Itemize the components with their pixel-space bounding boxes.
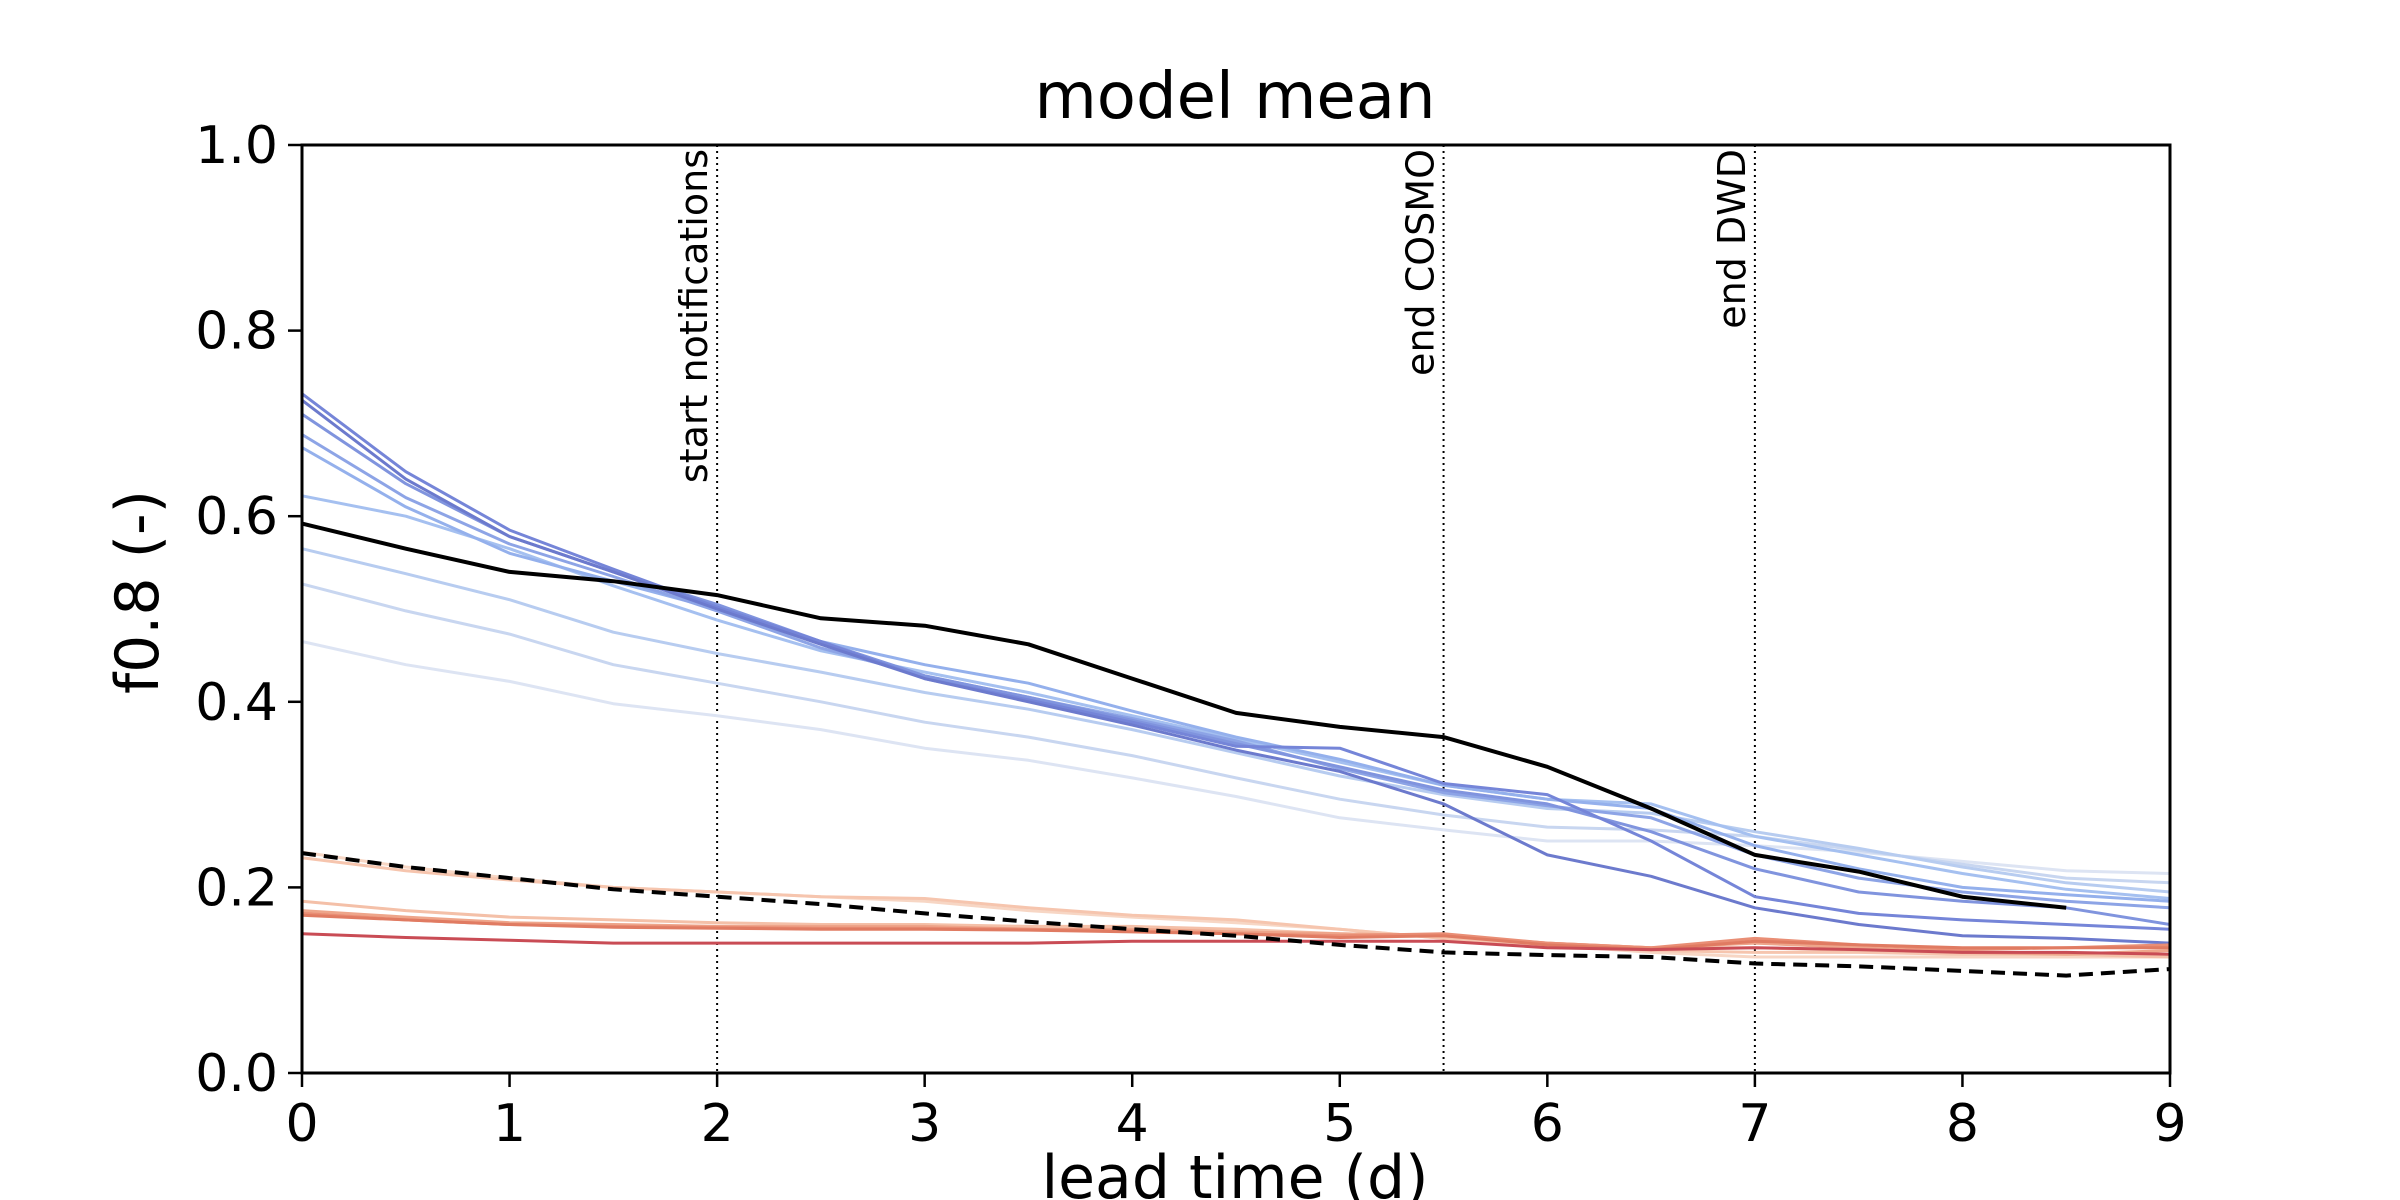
x-tick-label-8: 8: [1946, 1094, 1979, 1154]
series-layer: [301, 392, 2171, 978]
x-tick-label-0: 0: [285, 1094, 318, 1154]
chart-title: model mean: [1034, 60, 1435, 134]
plot-frame: [300, 143, 2172, 1075]
vline-label-2: end DWD: [1710, 149, 1754, 329]
series-line-5: [301, 433, 2171, 910]
series-line-3: [301, 494, 2171, 900]
y-tick-label-3: 0.6: [195, 487, 278, 547]
plot-area: start notifications end COSMO end DWD: [672, 145, 1756, 1073]
series-line-1: [301, 582, 2171, 885]
series-line-2: [301, 547, 2171, 894]
x-axis-label: lead time (d): [1041, 1143, 1428, 1200]
x-tick-label-6: 6: [1531, 1094, 1564, 1154]
series-line-16: [301, 521, 2067, 910]
x-tick-label-7: 7: [1738, 1094, 1771, 1154]
y-axis: 0.0 0.2 0.4 0.6 0.8 1.0: [195, 116, 302, 1104]
y-tick-label-5: 1.0: [195, 116, 278, 176]
series-line-7: [301, 392, 2171, 931]
series-line-6: [301, 412, 2171, 926]
series-line-15: [301, 932, 2171, 956]
y-tick-label-2: 0.4: [195, 673, 278, 733]
y-tick-label-0: 0.0: [195, 1044, 278, 1104]
x-tick-label-2: 2: [701, 1094, 734, 1154]
vline-label-0: start notifications: [672, 149, 716, 483]
y-axis-label: f0.8 (-): [103, 490, 173, 694]
y-tick-label-4: 0.8: [195, 302, 278, 362]
series-line-12: [301, 909, 2171, 956]
series-line-0: [301, 640, 2171, 875]
x-tick-label-9: 9: [2153, 1094, 2186, 1154]
series-line-4: [301, 446, 2171, 903]
x-tick-label-4: 4: [1116, 1094, 1149, 1154]
x-tick-label-5: 5: [1323, 1094, 1356, 1154]
x-tick-label-1: 1: [493, 1094, 526, 1154]
x-tick-label-3: 3: [908, 1094, 941, 1154]
vline-label-1: end COSMO: [1399, 149, 1443, 376]
series-line-17: [301, 851, 2171, 978]
x-axis: 0 1 2 3 4 5 6 7 8 9: [285, 1073, 2187, 1154]
series-line-8: [301, 399, 2171, 945]
y-tick-label-1: 0.2: [195, 858, 278, 918]
